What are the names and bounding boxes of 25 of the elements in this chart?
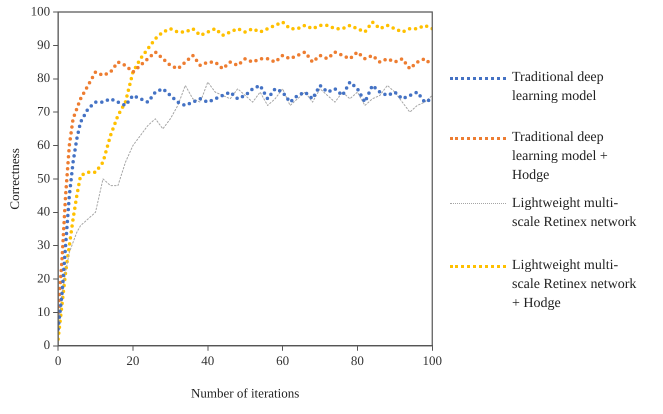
line-series [58,20,432,341]
x-tick-label: 40 [201,353,214,368]
x-tick-label: 60 [276,353,290,368]
y-tick-label: 60 [37,136,50,152]
y-tick-label: 30 [37,237,50,252]
x-tick-label: 20 [126,353,140,368]
x-tick-label: 100 [422,353,442,368]
y-tick-label: 40 [37,204,50,219]
y-tick-label: 90 [37,36,50,52]
y-tick-label: 100 [30,3,50,18]
y-tick-label: 50 [37,170,50,186]
x-tick-label: 0 [54,353,62,368]
legend-label: Traditional deep learning model [512,69,605,106]
y-tick-label: 10 [37,304,50,319]
legend-label: Traditional deep learning model + Hodge [512,129,609,185]
y-tick-label: 80 [37,70,50,86]
y-tick-label: 0 [44,337,50,352]
y-tick-label: 20 [37,270,50,286]
line-series [58,50,432,314]
legend-label: Lightweight multi-scale Retinex network [512,195,637,232]
x-tick-label: 80 [350,353,364,368]
y-axis-title: Correctness [7,148,22,210]
y-tick-label: 70 [37,104,50,119]
legend-label: Lightweight multi-scale Retinex network + Hodge [512,257,637,313]
x-axis-title: Number of iterations [191,386,300,401]
